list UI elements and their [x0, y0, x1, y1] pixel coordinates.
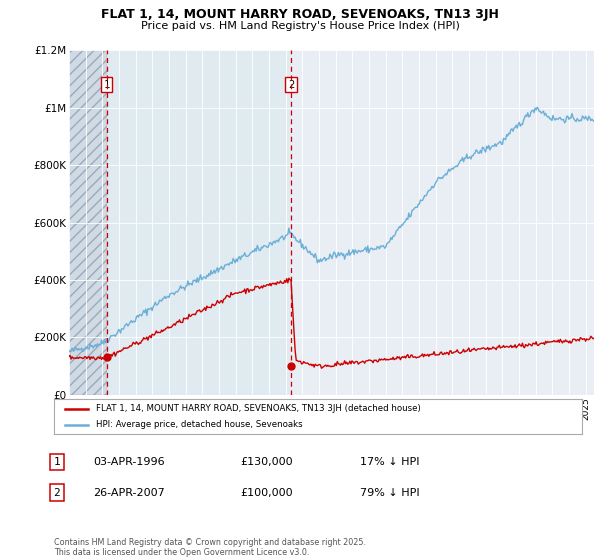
Text: FLAT 1, 14, MOUNT HARRY ROAD, SEVENOAKS, TN13 3JH: FLAT 1, 14, MOUNT HARRY ROAD, SEVENOAKS,… — [101, 8, 499, 21]
Bar — [107, 50, 291, 395]
Text: 1: 1 — [53, 457, 61, 467]
Text: FLAT 1, 14, MOUNT HARRY ROAD, SEVENOAKS, TN13 3JH (detached house): FLAT 1, 14, MOUNT HARRY ROAD, SEVENOAKS,… — [96, 404, 421, 413]
Text: 03-APR-1996: 03-APR-1996 — [93, 457, 164, 467]
Text: 2: 2 — [53, 488, 61, 498]
Text: Contains HM Land Registry data © Crown copyright and database right 2025.
This d: Contains HM Land Registry data © Crown c… — [54, 538, 366, 557]
Text: 2: 2 — [288, 80, 294, 90]
Text: HPI: Average price, detached house, Sevenoaks: HPI: Average price, detached house, Seve… — [96, 420, 303, 429]
Bar — [69, 50, 107, 395]
Text: 26-APR-2007: 26-APR-2007 — [93, 488, 165, 498]
Text: 79% ↓ HPI: 79% ↓ HPI — [360, 488, 419, 498]
Text: 1: 1 — [104, 80, 110, 90]
Bar — [69, 50, 107, 395]
Text: 17% ↓ HPI: 17% ↓ HPI — [360, 457, 419, 467]
Text: Price paid vs. HM Land Registry's House Price Index (HPI): Price paid vs. HM Land Registry's House … — [140, 21, 460, 31]
Text: £130,000: £130,000 — [240, 457, 293, 467]
Text: £100,000: £100,000 — [240, 488, 293, 498]
